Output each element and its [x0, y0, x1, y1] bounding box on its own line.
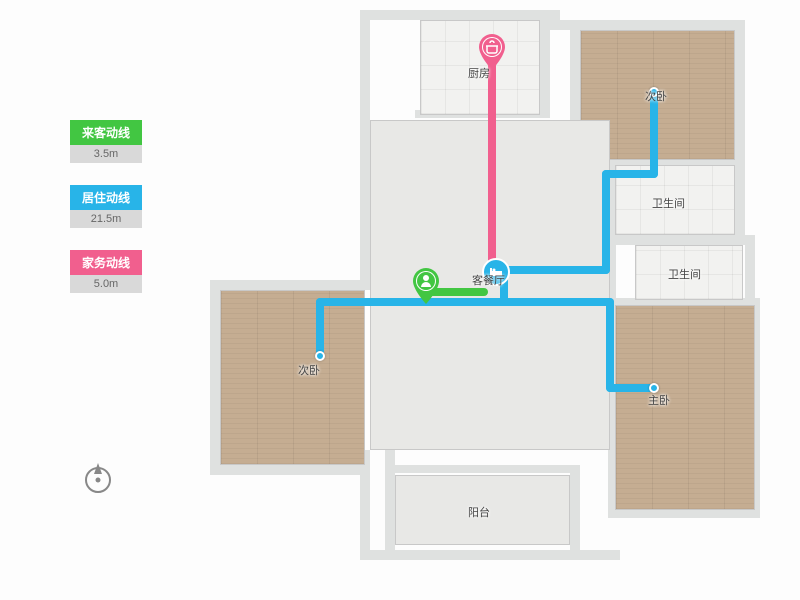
room-bedroom-sw	[220, 290, 365, 465]
room-label-kitchen: 厨房	[468, 65, 490, 81]
legend-value-guest: 3.5m	[70, 145, 142, 163]
wall	[360, 10, 560, 20]
wall	[210, 280, 370, 290]
wall	[360, 10, 370, 290]
compass-icon	[80, 460, 116, 501]
legend-label-chore: 家务动线	[70, 250, 142, 275]
legend-label-living: 居住动线	[70, 185, 142, 210]
legend-item-guest: 来客动线 3.5m	[70, 120, 142, 163]
path-living	[606, 298, 614, 392]
wall	[570, 470, 580, 560]
wall	[385, 465, 580, 473]
wall	[735, 20, 745, 235]
room-label-bedroom-ne: 次卧	[645, 88, 667, 104]
wall	[360, 450, 370, 560]
path-living	[316, 298, 324, 356]
legend-label-guest: 来客动线	[70, 120, 142, 145]
room-label-living-dining: 客餐厅	[472, 272, 505, 288]
legend-item-chore: 家务动线 5.0m	[70, 250, 142, 293]
wall	[570, 20, 745, 30]
room-label-balcony: 阳台	[468, 504, 490, 520]
path-living	[606, 384, 654, 392]
path-living	[500, 266, 610, 274]
wall	[210, 280, 220, 475]
floorplan: 厨房次卧卫生间卫生间客餐厅次卧主卧阳台	[220, 10, 760, 570]
wall	[540, 10, 550, 118]
wall	[210, 465, 370, 475]
legend-value-chore: 5.0m	[70, 275, 142, 293]
wall	[360, 550, 620, 560]
wall	[385, 450, 395, 560]
room-bedroom-se	[615, 305, 755, 510]
legend-item-living: 居住动线 21.5m	[70, 185, 142, 228]
legend-value-living: 21.5m	[70, 210, 142, 228]
path-chore	[488, 50, 496, 272]
room-label-bedroom-se: 主卧	[648, 392, 670, 408]
room-label-bath-1: 卫生间	[652, 195, 685, 211]
legend: 来客动线 3.5m 居住动线 21.5m 家务动线 5.0m	[70, 120, 142, 315]
room-label-bath-2: 卫生间	[668, 266, 701, 282]
marker-guest-icon	[410, 266, 442, 306]
room-label-bedroom-sw: 次卧	[298, 362, 320, 378]
path-living	[316, 298, 614, 306]
path-endpoint	[315, 351, 325, 361]
wall	[608, 235, 753, 245]
path-living	[602, 170, 610, 274]
